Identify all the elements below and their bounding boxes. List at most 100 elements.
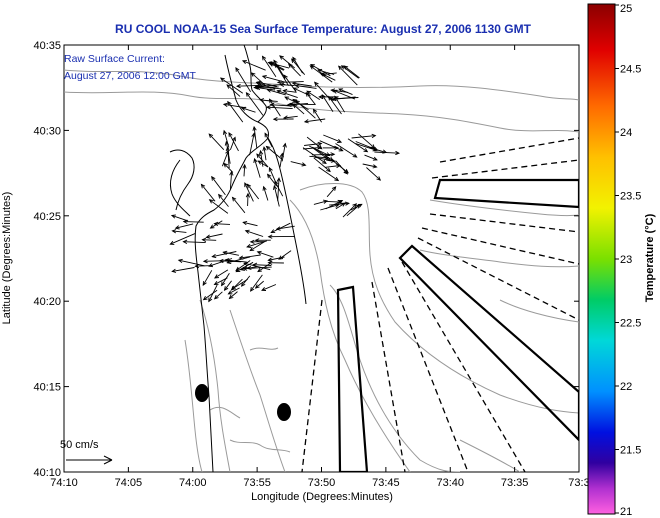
current-vector bbox=[320, 203, 340, 211]
current-vector bbox=[272, 116, 294, 122]
current-vector bbox=[171, 267, 195, 273]
survey-boxes bbox=[336, 178, 579, 472]
current-vector bbox=[351, 133, 377, 139]
current-vector bbox=[205, 233, 223, 239]
coastline bbox=[169, 45, 307, 472]
current-vector bbox=[274, 62, 289, 86]
current-vector bbox=[281, 142, 287, 162]
current-vector bbox=[208, 133, 225, 151]
current-vector bbox=[292, 56, 303, 74]
current-vector bbox=[249, 132, 256, 156]
current-vector bbox=[279, 55, 295, 69]
current-vector bbox=[350, 203, 363, 211]
current-vector bbox=[284, 96, 298, 104]
scale-label: 50 cm/s bbox=[60, 439, 99, 451]
colorbar-tick-label: 25 bbox=[620, 3, 632, 15]
x-axis-label: Longitude (Degrees:Minutes) bbox=[251, 491, 393, 503]
current-vector bbox=[256, 153, 269, 168]
current-vector bbox=[326, 186, 337, 198]
current-vector bbox=[222, 129, 230, 148]
current-vector bbox=[270, 222, 291, 234]
colorbar-tick-label: 23.5 bbox=[620, 191, 641, 203]
y-tick-label: 40:35 bbox=[33, 40, 61, 52]
current-vector bbox=[265, 105, 293, 110]
current-vector bbox=[328, 95, 342, 115]
current-vector bbox=[229, 136, 236, 150]
current-vector bbox=[261, 284, 277, 291]
current-vector bbox=[194, 263, 213, 269]
current-vector bbox=[306, 90, 321, 100]
current-vector bbox=[211, 251, 237, 259]
buoy-marker bbox=[195, 384, 209, 402]
current-vector bbox=[317, 68, 335, 75]
x-tick-label: 73:45 bbox=[372, 477, 400, 489]
current-vector bbox=[364, 154, 378, 161]
buoy-marker bbox=[277, 403, 291, 421]
current-vector bbox=[331, 96, 356, 102]
current-vector bbox=[241, 60, 266, 71]
current-vectors bbox=[169, 55, 401, 303]
current-vector bbox=[223, 280, 232, 292]
current-vector bbox=[287, 63, 301, 77]
current-vector bbox=[209, 220, 223, 229]
colorbar-tick-label: 24 bbox=[620, 127, 632, 139]
annotation-line-2: August 27, 2006 12:00 GMT bbox=[64, 70, 197, 82]
x-tick-label: 73:3 bbox=[568, 477, 589, 489]
current-vector bbox=[243, 261, 271, 271]
current-vector bbox=[303, 118, 326, 124]
current-vector bbox=[346, 204, 361, 217]
current-vector bbox=[239, 266, 251, 271]
current-vector bbox=[276, 89, 298, 99]
current-vector bbox=[362, 163, 378, 169]
current-vector bbox=[242, 163, 247, 177]
current-vector bbox=[278, 250, 292, 260]
current-vector bbox=[374, 150, 401, 156]
plot-area bbox=[63, 44, 580, 473]
current-vector bbox=[273, 59, 286, 79]
current-vector bbox=[202, 289, 218, 301]
current-vector bbox=[262, 185, 269, 201]
colorbar-tick-label: 21 bbox=[620, 506, 632, 518]
current-vector bbox=[312, 108, 322, 123]
current-vector bbox=[219, 77, 244, 94]
current-vector bbox=[202, 259, 230, 264]
current-vector bbox=[252, 125, 258, 148]
current-vector bbox=[230, 278, 248, 290]
current-vector bbox=[221, 149, 230, 167]
current-vector bbox=[355, 143, 378, 152]
current-vector bbox=[321, 94, 334, 113]
x-tick-label: 73:40 bbox=[436, 477, 464, 489]
colorbar-ticks: 25 24.5 24 23.5 23 22.5 22 21.5 21 bbox=[615, 3, 641, 518]
y-tick-label: 40:15 bbox=[33, 382, 61, 394]
current-vector bbox=[267, 260, 284, 265]
x-tick-label: 73:50 bbox=[308, 477, 336, 489]
x-tick-label: 74:00 bbox=[179, 477, 207, 489]
current-vector bbox=[235, 67, 251, 93]
current-vector bbox=[290, 161, 307, 167]
current-vector bbox=[276, 177, 281, 202]
current-vector bbox=[254, 280, 264, 289]
current-vector bbox=[323, 134, 343, 143]
colorbar-tick-label: 21.5 bbox=[620, 445, 641, 457]
current-vector bbox=[342, 203, 358, 218]
current-vector bbox=[245, 192, 251, 207]
current-vector bbox=[226, 84, 241, 97]
y-tick-label: 40:25 bbox=[33, 211, 61, 223]
current-vector bbox=[318, 166, 340, 182]
current-vector bbox=[208, 199, 229, 214]
current-vector bbox=[309, 145, 331, 157]
current-vector bbox=[250, 72, 267, 87]
y-tick-label: 40:30 bbox=[33, 125, 61, 137]
current-vector bbox=[279, 152, 284, 168]
current-vector bbox=[231, 196, 246, 214]
current-vector bbox=[182, 239, 206, 244]
colorbar-tick-label: 23 bbox=[620, 254, 632, 266]
current-vector bbox=[313, 157, 331, 173]
current-vector bbox=[319, 72, 336, 81]
current-vector bbox=[170, 214, 189, 222]
x-axis: 74:10 74:05 74:00 73:55 73:50 73:45 73:40 73:35… bbox=[50, 45, 590, 489]
current-vector bbox=[282, 88, 297, 94]
current-vector bbox=[275, 225, 295, 231]
current-vector bbox=[202, 270, 213, 287]
current-vector bbox=[313, 81, 330, 99]
